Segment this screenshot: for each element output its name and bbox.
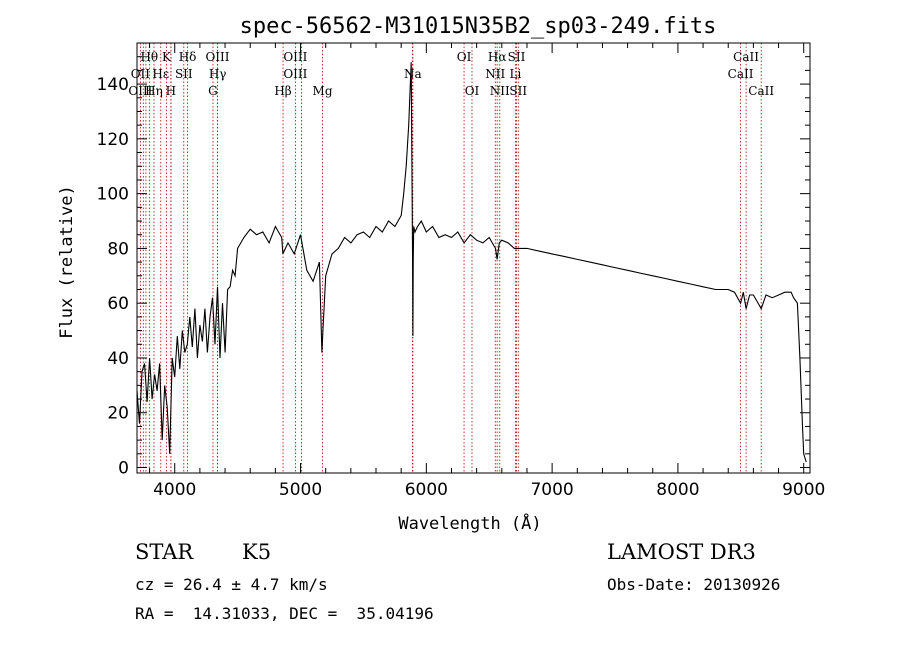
line-label: Na <box>404 67 422 81</box>
line-label: CaII <box>728 67 754 81</box>
x-tick-label: 7000 <box>530 480 573 500</box>
y-tick-label: 40 <box>107 349 129 369</box>
line-label: SII <box>509 84 527 98</box>
line-label: OI <box>457 50 472 64</box>
line-label: Hη <box>145 84 163 98</box>
line-label: OIII <box>283 50 307 64</box>
line-label: NII <box>485 67 505 81</box>
y-tick-label: 100 <box>97 185 129 205</box>
line-label: K <box>162 50 172 64</box>
line-label: OIII <box>283 67 307 81</box>
line-label: CaII <box>748 84 774 98</box>
x-tick-label: 8000 <box>656 480 699 500</box>
survey-name: LAMOST DR3 <box>607 540 756 564</box>
x-axis-label: Wavelength (Å) <box>398 512 541 534</box>
line-label: Hβ <box>274 84 291 98</box>
line-label: OI <box>465 84 480 98</box>
y-tick-label: 0 <box>118 459 129 479</box>
line-label: CaII <box>733 50 759 64</box>
object-subclass: K5 <box>242 540 272 564</box>
chart-title: spec-56562-M31015N35B2_sp03-249.fits <box>240 14 717 39</box>
line-label: SII <box>175 67 193 81</box>
axes: 4000 5000 6000 7000 8000 9000 0 20 40 60 80 100 120 1… <box>97 42 825 500</box>
line-label: OIII <box>205 50 229 64</box>
x-tick-label: 5000 <box>279 480 322 500</box>
line-label: G <box>208 84 218 98</box>
y-axis-label: Flux (relative) <box>57 185 77 339</box>
y-tick-label: 80 <box>107 239 129 259</box>
line-label: OIII <box>128 84 152 98</box>
observation-date: Obs-Date: 20130926 <box>607 575 781 594</box>
line-label: SII <box>508 50 526 64</box>
line-label: Hε <box>152 67 169 81</box>
line-label: Hδ <box>179 50 197 64</box>
y-tick-label: 140 <box>97 75 129 95</box>
line-label: OII <box>131 67 151 81</box>
redshift-cz: cz = 26.4 ± 4.7 km/s <box>135 575 328 594</box>
line-label: Li <box>509 67 521 81</box>
y-tick-label: 120 <box>97 130 129 150</box>
plot-frame <box>136 42 811 474</box>
ra-dec: RA = 14.31033, DEC = 35.04196 <box>135 604 434 623</box>
x-tick-label: 9000 <box>782 480 825 500</box>
line-label: Hγ <box>209 67 227 81</box>
x-tick-label: 4000 <box>153 480 196 500</box>
y-tick-label: 20 <box>107 404 129 424</box>
spectral-line-markers <box>139 43 762 473</box>
line-label: Hθ <box>140 50 158 64</box>
y-tick-label: 60 <box>107 294 129 314</box>
line-label: NII <box>490 84 510 98</box>
line-label: H <box>166 84 176 98</box>
object-class: STAR <box>135 540 194 564</box>
line-label: Mg <box>313 84 333 98</box>
line-label: Hα <box>488 50 507 64</box>
spectrum-trace <box>136 62 807 463</box>
x-tick-label: 6000 <box>405 480 448 500</box>
